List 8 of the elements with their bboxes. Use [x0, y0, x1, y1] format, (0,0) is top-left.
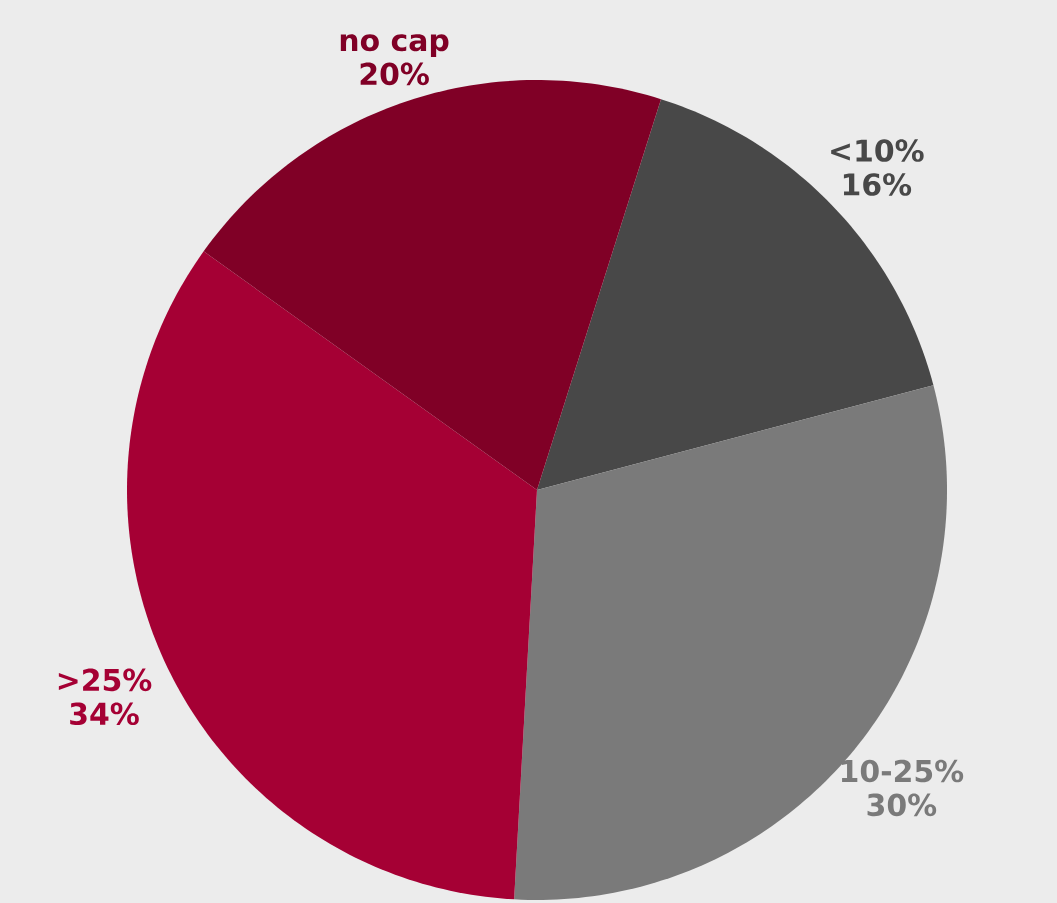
slice-label: >25%: [58, 668, 152, 692]
data-label: 16%: [843, 173, 912, 196]
slice-label: <10%: [831, 139, 924, 162]
data-label: 20%: [360, 62, 429, 86]
slice-label: no cap: [340, 34, 449, 58]
data-label: 34%: [70, 702, 139, 726]
data-label: 30%: [867, 793, 937, 817]
slice-label: 10-25%: [841, 759, 964, 783]
